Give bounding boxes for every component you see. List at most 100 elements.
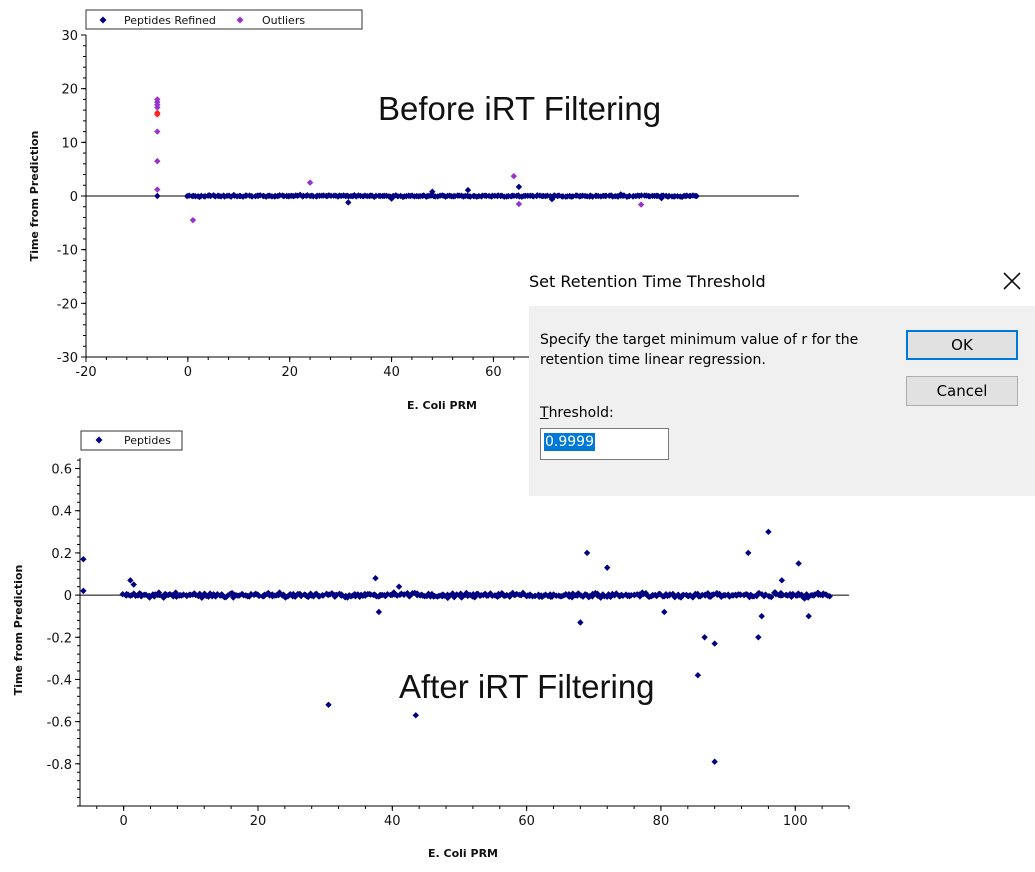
data-point-peptides [156,591,163,599]
data-point-peptides [362,592,369,599]
cancel-button[interactable]: Cancel [906,376,1018,406]
data-point-peptides [755,634,762,641]
ok-button[interactable]: OK [906,330,1018,360]
data-point-peptides [779,591,786,599]
y-tick-label: 0.2 [51,547,72,562]
data-point-peptides-refined [587,192,594,199]
dialog-title: Set Retention Time Threshold [529,272,766,291]
data-point-peptides [205,593,212,600]
data-point-peptides [371,591,378,598]
data-point-peptides [805,612,812,620]
data-point-peptides [745,549,752,557]
data-point-peptides [503,591,511,599]
data-point-peptides [701,634,708,641]
data-point-peptides [425,590,432,598]
data-point-peptides [704,590,712,597]
close-icon[interactable] [997,266,1027,296]
data-point-peptides [811,591,819,598]
y-tick-label: 20 [61,83,78,98]
data-point-peptides [762,591,769,598]
data-point-peptides [711,758,718,765]
y-tick-label: 30 [61,29,78,44]
x-tick-label: 60 [485,365,502,380]
threshold-input[interactable]: 0.9999 [540,428,669,460]
data-point-peptides [282,594,289,601]
data-point-peptides [349,592,357,599]
data-point-outliers [154,157,161,165]
data-point-peptides-refined [345,199,352,206]
data-point-peptides [407,592,414,599]
x-tick-label: -20 [75,365,96,380]
legend-label-peptides-refined: Peptides Refined [124,14,216,27]
legend-box [85,9,363,30]
data-point-peptides [352,593,359,600]
x-tick-label: 0 [184,365,192,380]
data-point-peptides [400,591,408,598]
y-tick-label: 0 [70,190,78,205]
data-point-peptides [146,594,153,601]
data-point-peptides [382,592,389,600]
data-point-peptides [568,594,576,601]
data-point-peptides [342,592,349,600]
x-tick-label: 20 [281,365,298,380]
x-tick-label: 40 [383,365,400,380]
data-point-peptides [459,593,466,600]
data-point-peptides [594,590,601,598]
before-filtering-chart: Peptides Refined Outliers Time from Pred… [28,9,800,412]
after-filtering-title: After iRT Filtering [399,668,655,705]
data-point-peptides [441,592,448,599]
data-point-peptides [128,591,136,599]
y-tick-label: 10 [61,136,78,151]
data-point-peptides [722,592,729,599]
chart2-y-axis-label: Time from Prediction [12,565,25,696]
data-point-peptides-refined [464,186,472,194]
data-point-peptides [166,590,174,598]
data-point-peptides [290,590,297,598]
data-point-peptides-refined [498,192,506,199]
data-point-peptides [487,590,494,597]
threshold-label-text: hreshold: [548,405,614,421]
set-retention-time-threshold-dialog: Set Retention Time Threshold Specify the… [529,260,1035,496]
after-filtering-chart: Peptides Time from Prediction E. Coli PR… [12,430,850,860]
data-point-peptides [550,591,557,598]
data-point-peptides [803,591,810,598]
data-point-peptides-refined [665,192,673,200]
data-point-peptides-refined [626,192,633,200]
data-point-peptides [513,590,520,598]
data-point-peptides-refined [548,196,556,203]
x-tick-label: 20 [250,814,267,829]
data-point-peptides [172,589,179,596]
data-point-peptides-refined [602,192,610,200]
data-point-peptides [544,592,552,600]
y-tick-label: -0.8 [47,758,72,773]
threshold-label-accelerator: T [540,405,549,421]
data-point-peptides-refined [388,195,395,202]
data-point-peptides [778,577,786,584]
data-point-peptides [485,592,492,599]
data-point-peptides [768,593,775,601]
data-point-peptides [531,592,539,600]
data-point-peptides [206,590,214,597]
data-point-peptides [393,592,401,599]
data-point-peptides [333,591,340,599]
data-point-peptides-refined [589,193,596,200]
data-point-peptides [196,590,203,597]
data-point-peptides [310,593,317,600]
data-point-peptides [449,590,457,598]
data-point-peptides-refined [617,191,624,198]
data-point-peptides [230,594,237,601]
legend-marker-peptides-refined [99,16,107,24]
data-point-peptides [577,619,584,626]
data-point-peptides-refined [544,192,551,199]
data-point-peptides [151,591,159,598]
data-point-peptides [201,590,208,597]
data-point-peptides-refined [227,193,235,200]
data-point-peptides [826,593,833,600]
data-point-peptides-refined [555,192,563,199]
data-point-peptides [80,556,87,563]
data-point-peptides [711,640,718,647]
data-point-peptides [758,612,765,620]
data-point-peptides-refined [420,192,427,199]
y-tick-label: -0.2 [47,631,72,646]
data-point-peptides [446,592,453,600]
